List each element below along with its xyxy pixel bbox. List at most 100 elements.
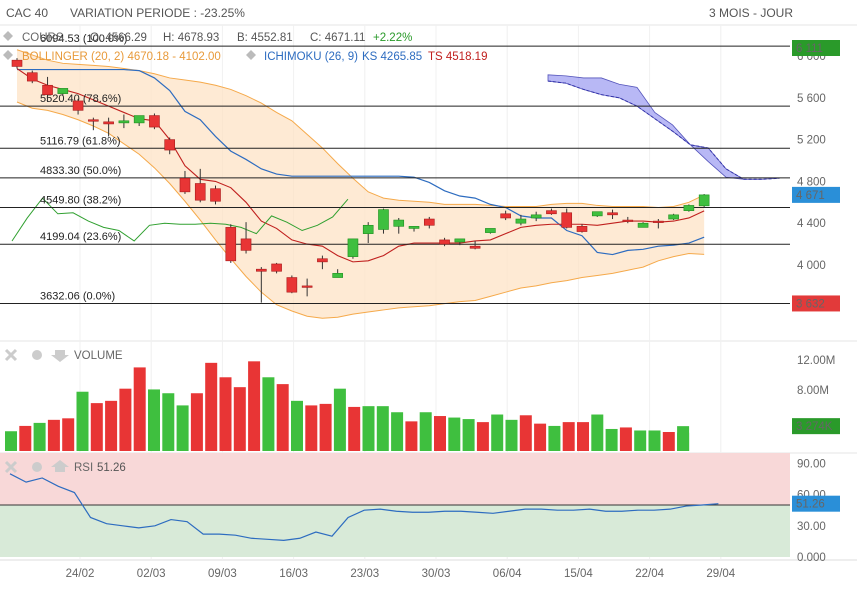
volume-bar bbox=[591, 414, 604, 451]
volume-bar bbox=[133, 367, 146, 451]
volume-bar bbox=[619, 427, 632, 451]
candle-body bbox=[591, 211, 603, 217]
arrow-down-icon[interactable] bbox=[51, 350, 69, 362]
candle-body bbox=[576, 226, 588, 232]
x-tick-label: 02/03 bbox=[137, 568, 166, 580]
volume-bar bbox=[5, 431, 17, 451]
volume-bar bbox=[462, 419, 475, 451]
fibonacci-label: 4833.30 (50.0%) bbox=[40, 165, 121, 177]
price-axis-tick: 5 600 bbox=[797, 93, 826, 105]
candle-body bbox=[133, 115, 145, 124]
legend-high: H: 4678.93 bbox=[163, 32, 219, 44]
rsi-axis-tick: 0.000 bbox=[797, 552, 826, 564]
candle-body bbox=[485, 228, 496, 233]
rsi-oversold-zone bbox=[0, 505, 790, 557]
candle-body bbox=[698, 194, 710, 207]
candle-body bbox=[194, 183, 206, 201]
rsi-last-tag-bg bbox=[792, 495, 840, 512]
candle-body bbox=[637, 222, 649, 228]
candle-body bbox=[11, 59, 23, 67]
volume-bar bbox=[362, 406, 375, 451]
volume-bar-last bbox=[677, 426, 690, 451]
price-top-tag-bg bbox=[792, 40, 840, 56]
legend-tenkan: TS 4518.19 bbox=[428, 51, 487, 63]
price-top-tag: 6 111 bbox=[796, 43, 823, 55]
gear-icon[interactable] bbox=[32, 350, 42, 360]
volume-bar bbox=[491, 414, 504, 451]
volume-bar bbox=[62, 418, 75, 451]
close-icon[interactable] bbox=[4, 460, 18, 474]
volume-bar bbox=[448, 417, 461, 451]
period-variation: VARIATION PERIODE : -23.25% bbox=[70, 6, 245, 20]
ichimoku-chikou-line bbox=[11, 197, 349, 242]
fibonacci-label: 4199.04 (23.6%) bbox=[40, 231, 121, 243]
fibonacci-label: 5520.40 (78.6%) bbox=[40, 93, 121, 105]
candle-body bbox=[378, 209, 389, 230]
volume-bar bbox=[505, 419, 518, 451]
volume-bar bbox=[662, 432, 675, 451]
volume-bar bbox=[233, 387, 246, 451]
volume-bar bbox=[119, 388, 132, 451]
candle-body bbox=[408, 226, 420, 229]
volume-bar bbox=[648, 430, 661, 451]
price-axis-tick: 4 000 bbox=[797, 260, 826, 272]
volume-bar bbox=[519, 415, 532, 451]
fibonacci-label: 3632.06 (0.0%) bbox=[40, 290, 115, 302]
candle-body bbox=[42, 84, 53, 95]
x-tick-label: 29/04 bbox=[706, 568, 735, 580]
volume-bar bbox=[162, 393, 175, 451]
volume-bar bbox=[190, 393, 203, 451]
gear-icon[interactable] bbox=[246, 50, 256, 60]
price-axis-tick: 4 400 bbox=[797, 218, 826, 230]
volume-bar bbox=[33, 422, 46, 451]
legend-cours-label: COURS bbox=[22, 32, 64, 44]
close-icon[interactable] bbox=[4, 348, 18, 362]
candle-body bbox=[301, 285, 313, 288]
candle-body bbox=[469, 245, 481, 249]
volume-bar bbox=[634, 430, 647, 451]
candle-body bbox=[423, 218, 435, 226]
volume-bar bbox=[47, 419, 60, 451]
x-tick-label: 15/04 bbox=[564, 568, 593, 580]
price-low-tag: 3 632 bbox=[796, 298, 825, 310]
candle-body bbox=[561, 212, 573, 228]
candle-body bbox=[332, 273, 343, 278]
arrow-up-icon[interactable] bbox=[51, 460, 69, 472]
volume-bar bbox=[291, 400, 303, 451]
volume-bar bbox=[305, 405, 318, 451]
volume-bar bbox=[319, 403, 332, 451]
volume-bar bbox=[205, 362, 218, 451]
ichimoku-span-a bbox=[547, 80, 780, 180]
period-selector[interactable]: 3 MOIS - JOUR bbox=[708, 6, 793, 20]
volume-bar bbox=[405, 421, 418, 451]
price-axis-tick: 4 800 bbox=[797, 176, 826, 188]
candle-body bbox=[546, 210, 557, 215]
gear-icon[interactable] bbox=[3, 50, 13, 60]
volume-bar bbox=[376, 406, 389, 451]
legend-kijun: KS 4265.85 bbox=[362, 51, 422, 63]
x-tick-label: 23/03 bbox=[350, 568, 379, 580]
candle-body bbox=[317, 258, 328, 263]
volume-bar bbox=[391, 412, 404, 451]
candle-body bbox=[26, 72, 38, 82]
candle-body bbox=[179, 177, 191, 193]
candle-body bbox=[607, 212, 618, 216]
gear-icon[interactable] bbox=[32, 462, 42, 472]
gear-icon[interactable] bbox=[3, 31, 13, 41]
last-price-tag: 4 671 bbox=[796, 190, 825, 202]
rsi-overbought-zone bbox=[0, 453, 790, 505]
volume-bar bbox=[248, 361, 261, 451]
volume-bar bbox=[548, 425, 561, 451]
rsi-line bbox=[9, 473, 719, 541]
candle-body bbox=[240, 238, 252, 251]
candle-body bbox=[530, 214, 542, 219]
volume-bar bbox=[219, 377, 232, 451]
x-tick-label: 22/04 bbox=[635, 568, 664, 580]
candle-body bbox=[210, 188, 221, 202]
rsi-axis-tick: 30.00 bbox=[797, 521, 826, 533]
volume-bar bbox=[262, 377, 275, 451]
x-tick-label: 09/03 bbox=[208, 568, 237, 580]
candle-body bbox=[653, 220, 664, 223]
volume-bar bbox=[176, 405, 189, 451]
